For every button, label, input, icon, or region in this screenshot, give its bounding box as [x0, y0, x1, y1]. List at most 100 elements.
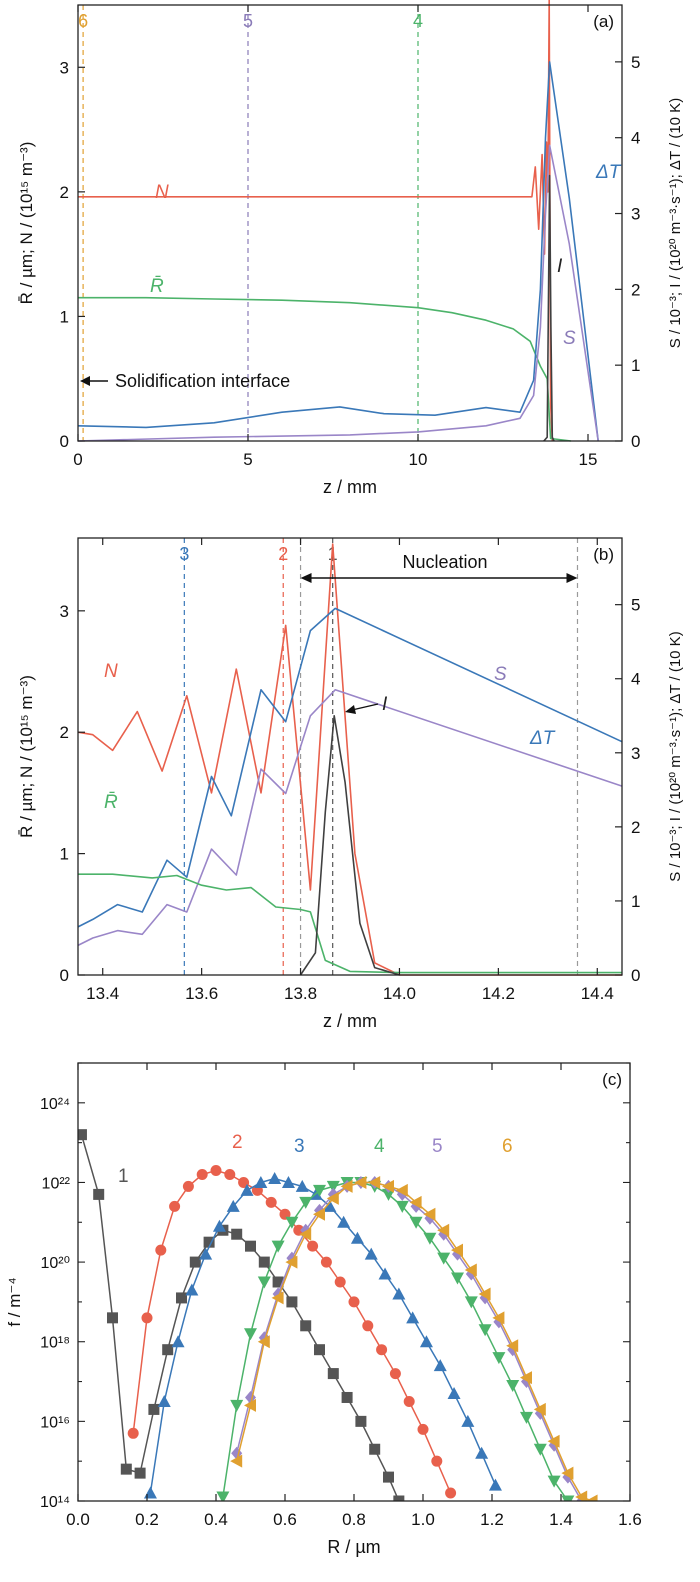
panel-a-yl-tick-label: 0: [60, 432, 69, 451]
panel-c-series-6-point: [478, 1287, 491, 1301]
panel-c-series-1-point: [134, 1467, 146, 1479]
panel-a-annotation: Solidification interface: [115, 371, 290, 391]
panel-c-series-3-point: [143, 1486, 157, 1499]
panel-c-series-2-point: [334, 1276, 346, 1288]
panel-c-series-label: 1: [118, 1166, 129, 1187]
panel-c-series-3-point: [447, 1386, 461, 1399]
panel-c-series-6-point: [547, 1434, 560, 1448]
panel-c-series-4-point: [216, 1491, 230, 1501]
panel-b-vline-label: 2: [278, 544, 288, 564]
panel-c-y-tick-label: 10²⁰: [40, 1255, 70, 1272]
panel-c-series-1-point: [383, 1471, 394, 1483]
panel-c-series-6-point: [451, 1243, 463, 1257]
panel-c-series-1-point: [176, 1292, 187, 1304]
panel-b-vline-label: 3: [179, 544, 189, 564]
panel-a-curve-label: N: [155, 182, 169, 203]
panel-a-series-S-line: [77, 144, 599, 442]
panel-a-yl-tick-label: 2: [60, 183, 69, 202]
panel-c-series-3-point: [475, 1446, 489, 1459]
panel-c-series-4-point: [506, 1380, 520, 1393]
panel-b-yr-tick-label: 1: [631, 892, 640, 911]
panel-c-y-tick-label: 10²⁴: [40, 1096, 70, 1113]
panel-a-yr-tick-label: 4: [631, 129, 640, 148]
panel-c-series-4-point: [382, 1188, 395, 1201]
panel-a-y-right-label: S / 10⁻³; I / (10²⁰ m⁻³·s⁻¹); ΔT / (10 K…: [667, 98, 684, 348]
panel-a-arrow-head: [80, 376, 90, 386]
panel-c-series-1-point: [314, 1344, 325, 1356]
panel-c-series-1-point: [107, 1312, 118, 1324]
panel-c-series-1-point: [341, 1391, 353, 1403]
panel-c-series-2-point: [265, 1196, 277, 1208]
panel-a-curve-label: I: [557, 256, 563, 277]
panel-c-series-3-point: [488, 1478, 502, 1491]
panel-c-series-2-point: [362, 1320, 374, 1332]
panel-b-yr-tick-label: 2: [631, 818, 640, 837]
panel-b-yr-tick-label: 3: [631, 744, 640, 763]
panel-c-axes-frame: [77, 1062, 631, 1502]
panel-c-series-4-point: [533, 1443, 547, 1456]
panel-c-series-3-point: [337, 1215, 351, 1228]
panel-c-series-3-point: [378, 1267, 392, 1280]
panel-a-yl-tick-label: 1: [60, 307, 69, 326]
panel-c-series-2-point: [320, 1256, 332, 1268]
panel-c-x-tick-label: 0.2: [135, 1510, 159, 1529]
panel-a-series-ΔT-line: [77, 61, 599, 442]
panel-b-x-tick-label: 14.0: [383, 984, 416, 1003]
panel-b-series-S-line: [77, 688, 623, 947]
panel-c-series-4-point: [478, 1324, 492, 1337]
panel-c-series-6-point: [395, 1183, 408, 1197]
panel-c-series-2-point: [348, 1296, 360, 1308]
panel-c-series-6-point: [354, 1175, 367, 1189]
panel-c-panel-label: (c): [602, 1070, 622, 1089]
panel-a-panel-label: (a): [593, 12, 614, 31]
panel-c-series-3-point: [185, 1283, 199, 1296]
panel-c-series-3-point: [226, 1199, 240, 1212]
panel-b-y-right-label: S / 10⁻³; I / (10²⁰ m⁻³·s⁻¹); ΔT / (10 K…: [667, 631, 684, 881]
panel-c-x-tick-label: 0.0: [66, 1510, 90, 1529]
panel-c-series-1-point: [300, 1320, 312, 1332]
panel-c-series-1-point: [355, 1415, 367, 1427]
panel-c-series-6-point: [437, 1223, 450, 1237]
panel-b-i-pointer-head: [345, 705, 356, 714]
panel-a-x-tick-label: 10: [409, 450, 428, 469]
panel-c-series-1-point: [272, 1276, 284, 1288]
panel-c-series-6-point: [561, 1466, 574, 1480]
panel-c-series-3-point: [240, 1183, 254, 1196]
panel-c-series-6-point: [340, 1179, 353, 1193]
panel-c-series-6-point: [326, 1191, 339, 1205]
panel-c-series-2-point: [431, 1455, 443, 1467]
panel-a-vline-label: 4: [413, 11, 423, 31]
panel-c-series-4-point: [423, 1232, 437, 1245]
panel-c-series-4-point: [257, 1276, 271, 1289]
panel-c-series-1-point: [189, 1256, 201, 1268]
panel-a-curve-label: R̄: [150, 276, 164, 297]
panel-c-series-4-point: [464, 1296, 478, 1309]
panel-c-series-1-point: [327, 1368, 339, 1380]
panel-a-x-axis-label: z / mm: [323, 477, 377, 497]
panel-c-series-6-point: [244, 1398, 256, 1412]
panel-c-series-6-point: [299, 1227, 312, 1241]
panel-b-x-axis-label: z / mm: [323, 1011, 377, 1031]
panel-c-x-tick-label: 0.4: [204, 1510, 228, 1529]
panel-a-yr-tick-label: 1: [631, 356, 640, 375]
panel-c-series-2-point: [417, 1423, 429, 1435]
panel-b-series-ΔT-line: [77, 607, 623, 928]
panel-c-series-1-point: [369, 1443, 381, 1455]
panel-c-series-6-point: [313, 1207, 325, 1221]
panel-a-curve-label: S: [563, 328, 576, 349]
panel-b-x-tick-label: 13.6: [185, 984, 218, 1003]
panel-c-series-3-point: [433, 1359, 447, 1372]
panel-c-x-tick-label: 1.6: [618, 1510, 642, 1529]
panel-c-series-4-point: [326, 1180, 340, 1193]
panel-c-y-tick-label: 10¹⁶: [40, 1414, 70, 1431]
panel-c-series-4-point: [395, 1200, 409, 1213]
panel-a-yl-tick-label: 3: [60, 58, 69, 77]
panel-c-series-4-point: [313, 1184, 326, 1197]
panel-a-vline-label: 6: [78, 11, 88, 31]
panel-b-x-tick-label: 14.2: [482, 984, 515, 1003]
panel-c-series-1-point: [286, 1296, 298, 1308]
panel-b-yr-tick-label: 4: [631, 670, 640, 689]
panel-c-series-2-point: [127, 1427, 139, 1439]
panel-a-x-tick-label: 5: [243, 450, 252, 469]
